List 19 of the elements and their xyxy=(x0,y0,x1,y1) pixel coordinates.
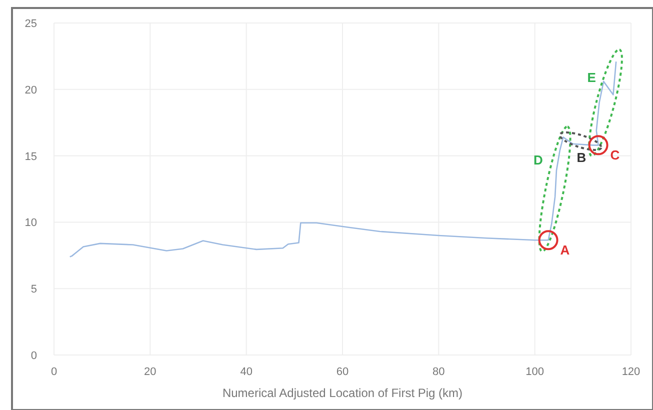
x-tick-label: 20 xyxy=(144,366,156,378)
x-tick-label: 0 xyxy=(50,366,58,378)
y-tick-label: 20 xyxy=(24,84,37,96)
x-tick-label: 60 xyxy=(336,366,349,378)
x-tick-label: 120 xyxy=(622,366,640,378)
x-axis-title: Numerical Adjusted Location of First Pig (km) xyxy=(222,386,463,400)
annotation: D xyxy=(534,152,543,168)
x-tick-label: 80 xyxy=(432,366,445,378)
y-tick-label: 5 xyxy=(30,284,37,296)
y-tick-label: 0 xyxy=(30,350,37,362)
annotation: B xyxy=(576,150,586,165)
annotation: A xyxy=(560,242,570,258)
x-tick-label: 100 xyxy=(526,366,544,378)
y-tick-label: 10 xyxy=(24,217,37,230)
y-tick-label: 15 xyxy=(24,150,37,163)
y-tick-label: 25 xyxy=(24,18,37,30)
annotation: E xyxy=(587,70,596,86)
x-tick-label: 40 xyxy=(240,366,252,378)
annotation: C xyxy=(610,148,620,163)
